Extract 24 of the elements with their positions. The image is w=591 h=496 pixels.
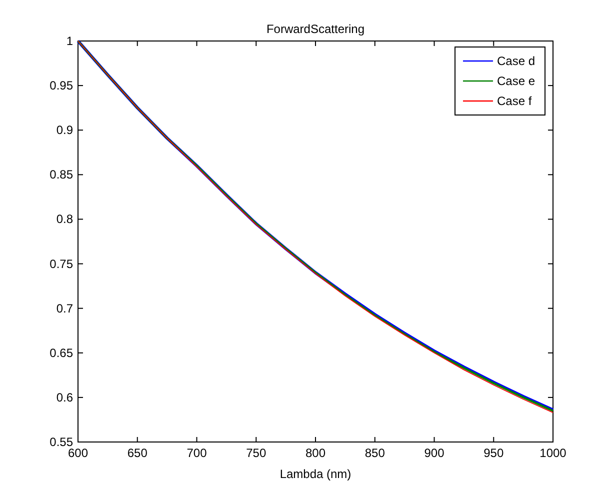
x-tick-label: 800 bbox=[305, 446, 326, 460]
legend-label: Case e bbox=[497, 74, 536, 88]
x-tick-label: 950 bbox=[484, 446, 504, 460]
chart-title: ForwardScattering bbox=[266, 22, 365, 36]
y-tick-label: 0.55 bbox=[50, 435, 74, 449]
x-tick-label: 900 bbox=[424, 446, 445, 460]
y-tick-label: 0.7 bbox=[56, 301, 74, 316]
y-tick-label: 0.75 bbox=[50, 256, 74, 271]
x-tick-label: 600 bbox=[68, 446, 88, 460]
y-tick-label: 0.65 bbox=[50, 346, 74, 360]
y-tick-label: 1 bbox=[66, 34, 74, 48]
x-tick-label: 700 bbox=[186, 446, 208, 460]
x-axis-title: Lambda (nm) bbox=[280, 467, 352, 481]
x-tick-label: 850 bbox=[364, 446, 386, 460]
y-tick-label: 0.85 bbox=[50, 168, 74, 182]
y-tick-label: 0.8 bbox=[56, 212, 74, 226]
x-tick-label: 1000 bbox=[540, 446, 567, 460]
legend-label: Case f bbox=[497, 94, 532, 108]
x-tick-label: 650 bbox=[127, 446, 148, 460]
x-tick-label: 750 bbox=[246, 446, 266, 460]
legend-label: Case d bbox=[497, 54, 536, 68]
y-tick-label: 0.6 bbox=[56, 390, 74, 404]
y-tick-label: 0.9 bbox=[56, 123, 74, 138]
y-tick-label: 0.95 bbox=[50, 78, 74, 93]
